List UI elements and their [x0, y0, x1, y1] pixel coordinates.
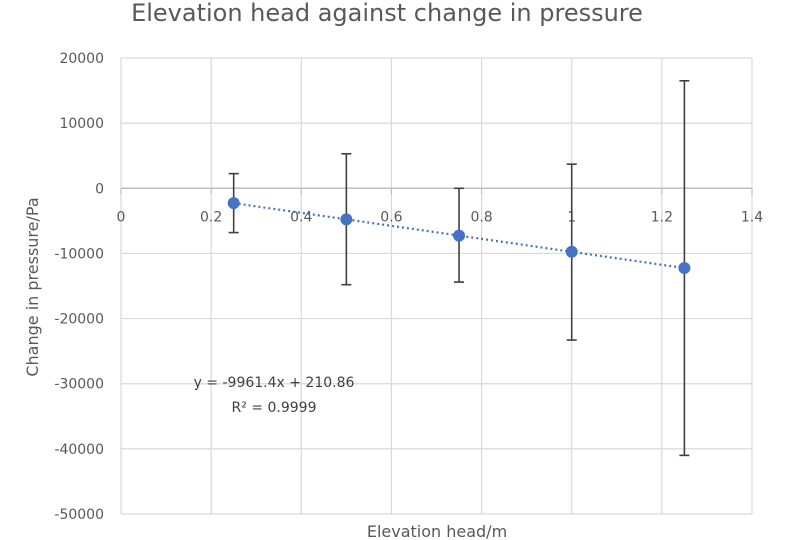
x-tick-label: 1.4 — [741, 209, 763, 225]
y-axis-ticks: 20000 10000 0 -10000 -20000 -30000 -40000 -5000… — [54, 51, 104, 523]
trendline-group — [233, 202, 685, 270]
x-tick-label: 0.2 — [200, 209, 222, 225]
y-tick-label: -20000 — [54, 312, 104, 328]
grid — [120, 57, 753, 515]
trendline-r-squared: R² = 0.9999 — [232, 400, 317, 416]
y-tick-label: 0 — [95, 181, 104, 197]
y-tick-label: -10000 — [54, 246, 104, 262]
x-tick-label: 0.8 — [470, 209, 492, 225]
data-point — [227, 197, 240, 210]
y-tick-label: -40000 — [54, 442, 104, 458]
y-tick-label: -50000 — [54, 507, 104, 523]
x-tick-label: 1.2 — [651, 209, 673, 225]
trendline — [233, 202, 685, 270]
data-point — [340, 213, 353, 226]
x-axis-label: Elevation head/m — [367, 522, 507, 540]
y-tick-label: 10000 — [59, 116, 104, 132]
x-axis-ticks: 00.20.40.60.811.21.4 — [117, 209, 764, 225]
data-point — [678, 262, 691, 275]
x-tick-label: 0.4 — [290, 209, 312, 225]
trendline-equation: y = -9961.4x + 210.86 — [194, 375, 355, 391]
data-point — [453, 229, 466, 242]
y-tick-label: -30000 — [54, 377, 104, 393]
y-axis-label: Change in pressure/Pa — [23, 197, 42, 376]
x-tick-label: 0 — [117, 209, 126, 225]
data-points — [227, 197, 691, 275]
data-point — [565, 245, 578, 258]
x-tick-label: 0.6 — [380, 209, 402, 225]
chart-title: Elevation head against change in pressur… — [131, 0, 643, 27]
y-tick-label: 20000 — [59, 51, 104, 67]
